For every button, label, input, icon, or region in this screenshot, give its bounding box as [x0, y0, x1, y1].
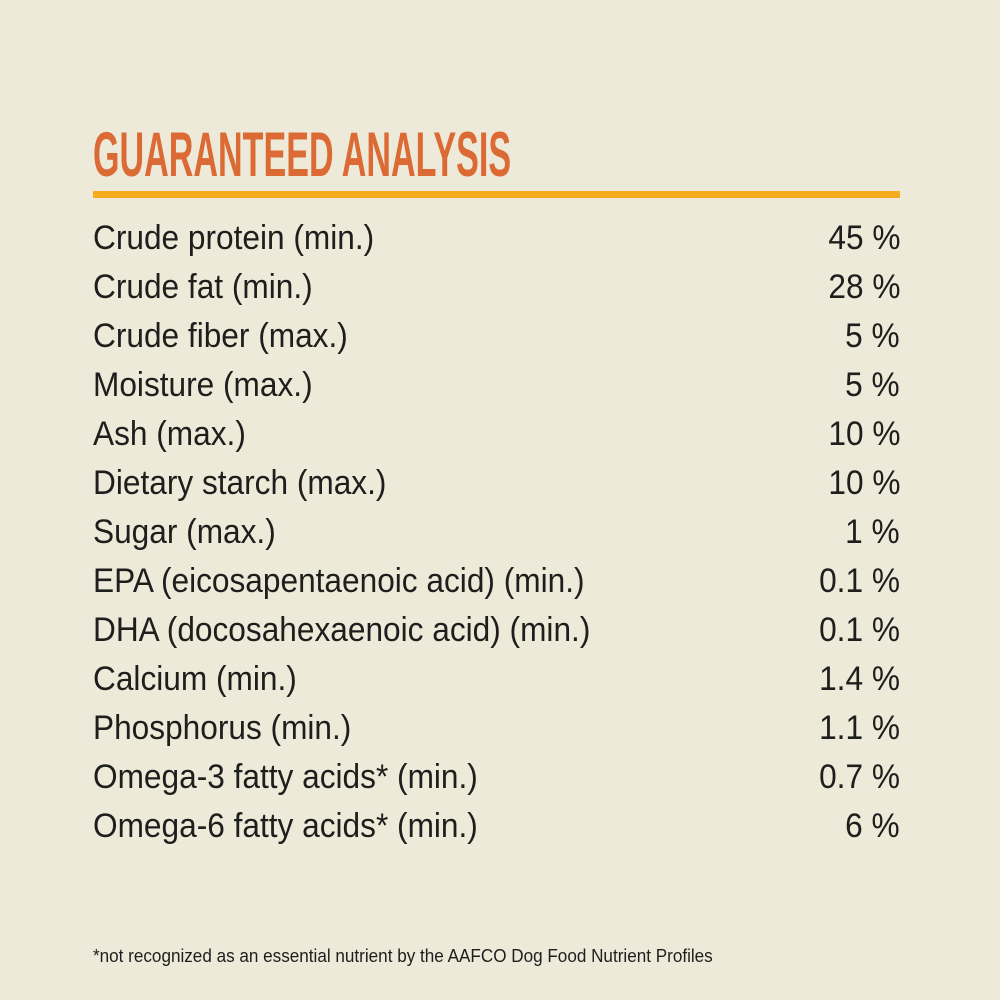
- nutrient-value: 45 %: [827, 219, 900, 257]
- nutrient-label: Moisture (max.): [93, 366, 313, 404]
- nutrient-label: Crude fiber (max.): [93, 317, 348, 355]
- table-row: Omega-6 fatty acids* (min.) 6 %: [93, 802, 900, 851]
- nutrient-label: Calcium (min.): [93, 660, 297, 698]
- nutrient-value: 10 %: [827, 415, 900, 453]
- nutrient-label: Dietary starch (max.): [93, 464, 387, 502]
- title-underline-rule: [93, 191, 900, 198]
- table-row: Ash (max.) 10 %: [93, 410, 900, 459]
- table-row: Crude protein (min.) 45 %: [93, 214, 900, 263]
- table-row: Dietary starch (max.) 10 %: [93, 459, 900, 508]
- table-row: Moisture (max.) 5 %: [93, 361, 900, 410]
- nutrient-value: 1.4 %: [819, 660, 900, 698]
- nutrient-label: Omega-6 fatty acids* (min.): [93, 807, 478, 845]
- nutrient-table: Crude protein (min.) 45 % Crude fat (min…: [93, 214, 900, 851]
- table-row: Calcium (min.) 1.4 %: [93, 655, 900, 704]
- nutrient-value: 5 %: [845, 317, 900, 355]
- nutrient-value: 0.1 %: [819, 611, 900, 649]
- table-row: Phosphorus (min.) 1.1 %: [93, 704, 900, 753]
- nutrient-value: 1 %: [845, 513, 900, 551]
- table-row: Crude fiber (max.) 5 %: [93, 312, 900, 361]
- nutrient-value: 1.1 %: [819, 709, 900, 747]
- nutrient-value: 10 %: [827, 464, 900, 502]
- nutrient-value: 0.1 %: [819, 562, 900, 600]
- nutrient-label: Sugar (max.): [93, 513, 276, 551]
- nutrient-label: Omega-3 fatty acids* (min.): [93, 758, 478, 796]
- nutrient-label: EPA (eicosapentaenoic acid) (min.): [93, 562, 585, 600]
- table-row: EPA (eicosapentaenoic acid) (min.) 0.1 %: [93, 557, 900, 606]
- table-row: Crude fat (min.) 28 %: [93, 263, 900, 312]
- nutrient-value: 0.7 %: [819, 758, 900, 796]
- nutrient-label: Crude protein (min.): [93, 219, 375, 257]
- nutrient-value: 6 %: [845, 807, 900, 845]
- nutrient-label: Phosphorus (min.): [93, 709, 352, 747]
- page-title: GUARANTEED ANALYSIS: [93, 119, 512, 191]
- nutrient-label: Crude fat (min.): [93, 268, 313, 306]
- nutrient-value: 28 %: [827, 268, 900, 306]
- table-row: Sugar (max.) 1 %: [93, 508, 900, 557]
- footnote: *not recognized as an essential nutrient…: [93, 946, 713, 966]
- nutrient-value: 5 %: [845, 366, 900, 404]
- nutrient-label: Ash (max.): [93, 415, 246, 453]
- table-row: Omega-3 fatty acids* (min.) 0.7 %: [93, 753, 900, 802]
- table-row: DHA (docosahexaenoic acid) (min.) 0.1 %: [93, 606, 900, 655]
- nutrient-label: DHA (docosahexaenoic acid) (min.): [93, 611, 591, 649]
